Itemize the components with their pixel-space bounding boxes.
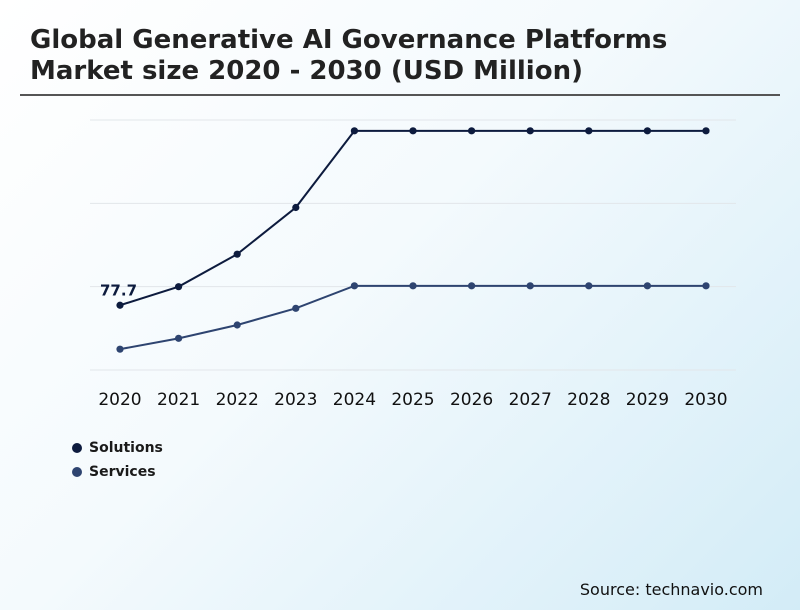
data-point-solutions [350, 127, 358, 135]
data-point-services [116, 345, 124, 353]
data-point-solutions [526, 127, 534, 135]
data-point-solutions [643, 127, 652, 135]
source-credit: Source: technavio.com [579, 580, 763, 599]
data-point-solutions [468, 127, 476, 135]
legend-marker [72, 443, 82, 453]
data-point-services [350, 282, 358, 290]
data-point-services [292, 304, 300, 312]
data-point-services [175, 334, 183, 342]
data-point-services [468, 282, 476, 290]
data-point-solutions [702, 127, 710, 135]
x-tick-label: 2027 [509, 390, 552, 410]
data-point-services [702, 282, 710, 290]
chart-title: Global Generative AI Governance Platform… [30, 25, 668, 86]
series-line-solutions [119, 129, 706, 307]
legend-item-solutions: Solutions [72, 436, 163, 460]
x-tick-label: 2020 [98, 390, 141, 410]
data-point-services [643, 282, 652, 290]
series-line-services [119, 284, 706, 351]
x-tick-label: 2030 [684, 390, 727, 410]
legend-label: Solutions [89, 440, 163, 456]
data-point-solutions [233, 250, 241, 258]
data-point-services [526, 282, 534, 290]
x-tick-label: 2022 [216, 390, 259, 410]
legend-label: Services [89, 464, 156, 480]
x-tick-label: 2023 [274, 390, 317, 410]
data-point-solutions [116, 301, 124, 309]
data-point-services [409, 282, 417, 290]
x-tick-label: 2029 [626, 390, 669, 410]
legend-item-services: Services [72, 460, 163, 484]
data-point-services [233, 321, 241, 329]
data-label: 77.7 [100, 281, 137, 299]
data-point-services [585, 282, 593, 290]
data-point-solutions [292, 203, 300, 212]
x-tick-label: 2024 [333, 390, 376, 410]
title-divider [20, 94, 780, 96]
x-tick-label: 2026 [450, 390, 493, 410]
data-point-solutions [409, 127, 417, 135]
legend: Solutions Services [72, 436, 163, 484]
x-tick-label: 2028 [567, 390, 610, 410]
legend-marker [72, 467, 82, 477]
data-point-solutions [175, 283, 183, 291]
x-tick-label: 2021 [157, 390, 200, 410]
data-point-solutions [585, 127, 593, 135]
x-tick-label: 2025 [391, 390, 434, 410]
